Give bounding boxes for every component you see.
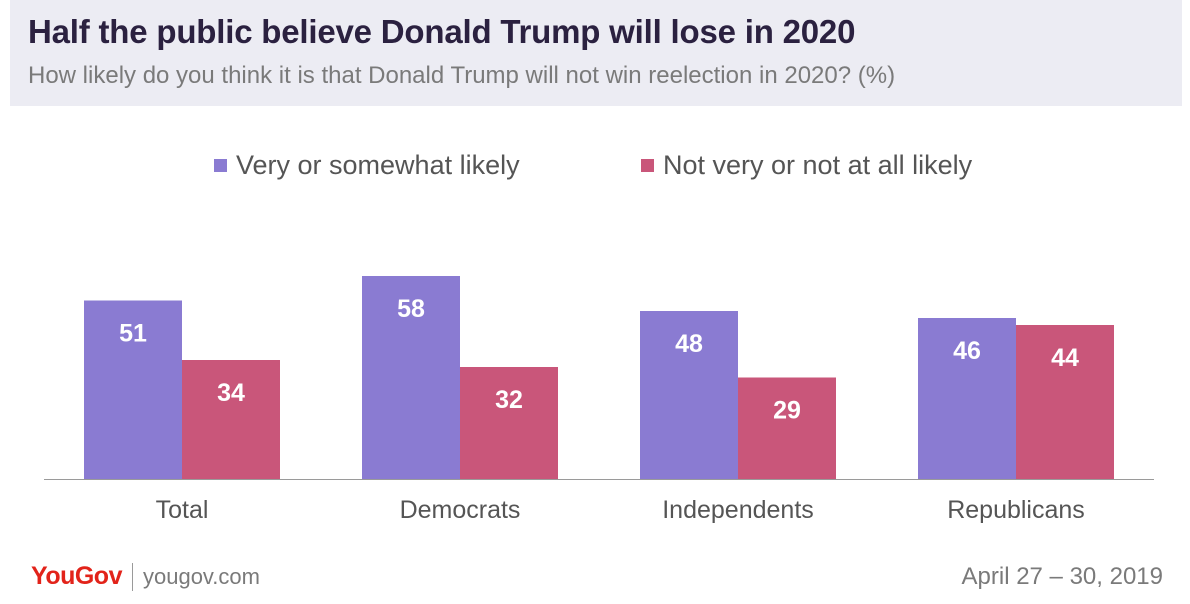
bar-series-2-independents	[738, 377, 836, 479]
footer-url[interactable]: yougov.com	[142, 563, 260, 589]
legend-label-series-2: Not very or not at all likely	[663, 150, 973, 180]
bar-series-1-total	[84, 300, 182, 479]
bar-series-2-total	[182, 360, 280, 479]
data-label-series-1-republicans: 46	[953, 337, 981, 365]
bar-series-2-republicans	[1016, 325, 1114, 479]
bar-series-1-independents	[640, 311, 738, 479]
category-label-total: Total	[156, 496, 209, 524]
legend-item-series-1: Very or somewhat likely	[214, 150, 520, 181]
legend-swatch-series-1	[214, 159, 227, 172]
header-banner: Half the public believe Donald Trump wil…	[10, 0, 1182, 106]
legend-swatch-series-2	[641, 159, 654, 172]
logo-wordmark: YouGov	[31, 562, 122, 590]
data-label-series-1-independents: 48	[675, 330, 703, 358]
data-label-series-2-total: 34	[217, 379, 245, 407]
legend-item-series-2: Not very or not at all likely	[641, 150, 972, 181]
data-label-series-2-independents: 29	[773, 397, 801, 425]
logo-divider	[131, 562, 133, 591]
bar-series-1-democrats	[362, 276, 460, 479]
category-label-democrats: Democrats	[400, 496, 521, 524]
legend-label-series-1: Very or somewhat likely	[236, 150, 520, 180]
bar-series-2-democrats	[460, 367, 558, 479]
chart-title: Half the public believe Donald Trump wil…	[28, 13, 856, 50]
category-label-republicans: Republicans	[947, 496, 1085, 524]
yougov-logo: YouGov yougov.com	[31, 562, 260, 591]
data-label-series-2-republicans: 44	[1051, 344, 1079, 372]
footer-date: April 27 – 30, 2019	[961, 563, 1163, 590]
data-label-series-1-total: 51	[119, 320, 147, 348]
chart-subtitle: How likely do you think it is that Donal…	[28, 62, 896, 89]
legend: Very or somewhat likely Not very or not …	[0, 150, 1190, 186]
data-label-series-2-democrats: 32	[495, 386, 523, 414]
bar-series-1-republicans	[918, 318, 1016, 479]
data-label-series-1-democrats: 58	[397, 295, 425, 323]
category-label-independents: Independents	[662, 496, 814, 524]
